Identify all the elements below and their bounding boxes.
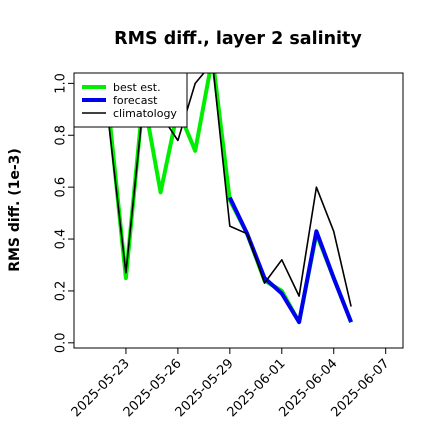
y-tick-label: 0.4 [54, 229, 69, 250]
y-tick-label: 1.0 [54, 73, 69, 94]
legend-label: best est. [113, 81, 161, 94]
y-tick-label: 0.6 [54, 177, 69, 198]
legend-label: forecast [113, 94, 158, 107]
y-tick-label: 0.0 [54, 332, 69, 353]
y-axis: 0.0 0.2 0.4 0.6 0.8 1.0 [54, 73, 74, 353]
y-tick-label: 0.8 [54, 125, 69, 146]
y-axis-label: RMS diff. (1e-3) [7, 148, 23, 272]
y-tick-label: 0.2 [54, 281, 69, 302]
x-axis: 2025-05-232025-05-262025-05-292025-06-01… [69, 348, 393, 420]
legend-label: climatology [113, 107, 177, 120]
chart-title: RMS diff., layer 2 salinity [114, 29, 362, 49]
plot-frame [73, 72, 404, 349]
